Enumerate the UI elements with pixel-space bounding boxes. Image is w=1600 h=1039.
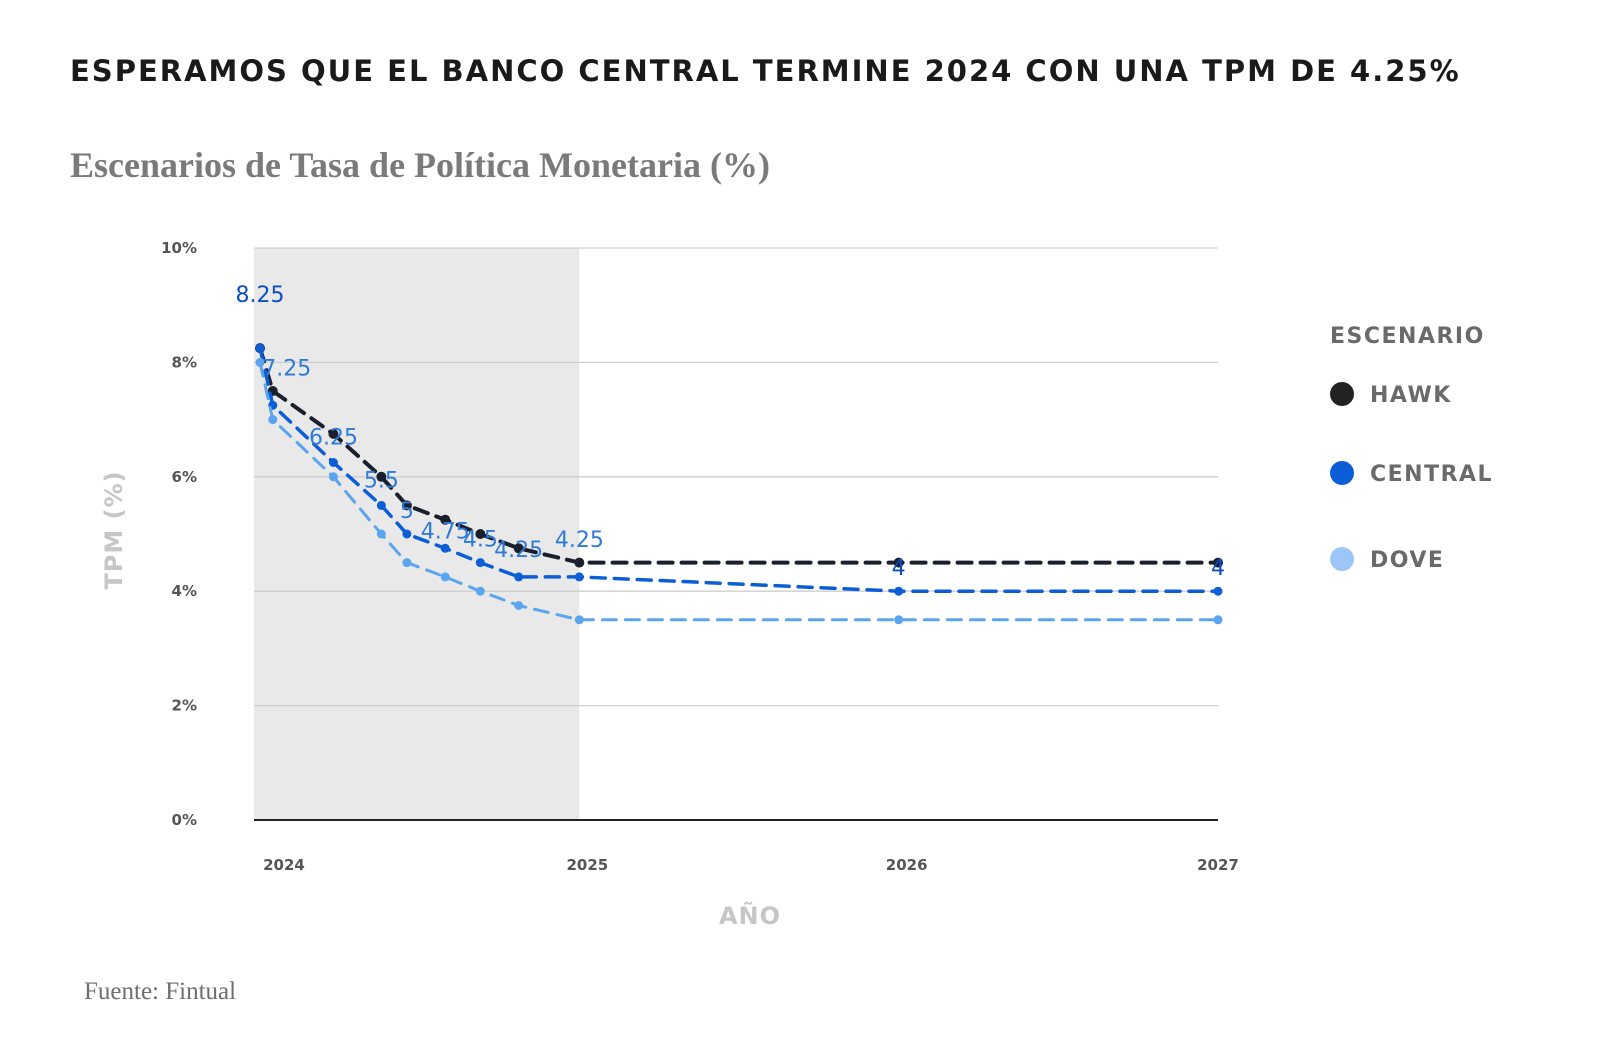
data-label: 4.5 <box>463 528 498 553</box>
legend-label: CENTRAL <box>1370 462 1493 487</box>
data-point-hawk[interactable] <box>376 471 387 482</box>
chart-title: ESPERAMOS QUE EL BANCO CENTRAL TERMINE 2… <box>70 54 1461 88</box>
x-tick-label: 2026 <box>886 856 928 874</box>
legend-label: DOVE <box>1370 548 1444 573</box>
chart-subtitle: Escenarios de Tasa de Política Monetaria… <box>70 145 770 185</box>
data-point-central[interactable] <box>328 458 338 467</box>
data-point-central[interactable] <box>376 500 386 510</box>
x-tick-label: 2024 <box>263 856 305 874</box>
data-point-central[interactable] <box>574 572 584 582</box>
legend-item-central[interactable]: CENTRAL <box>1330 461 1493 487</box>
data-point-dove[interactable] <box>255 357 265 367</box>
data-point-central[interactable] <box>255 343 265 353</box>
x-tick-label: 2027 <box>1197 856 1239 874</box>
series-central <box>255 343 1223 596</box>
data-point-hawk[interactable] <box>513 543 524 554</box>
data-point-hawk[interactable] <box>893 557 904 568</box>
y-tick-label: 2% <box>172 697 197 715</box>
data-point-dove[interactable] <box>475 586 485 596</box>
series-dove <box>255 357 1223 625</box>
data-point-hawk[interactable] <box>440 514 451 525</box>
legend-title: ESCENARIO <box>1330 324 1485 349</box>
data-point-hawk[interactable] <box>574 557 585 568</box>
legend-swatch <box>1330 547 1354 571</box>
y-tick-label: 10% <box>161 239 197 257</box>
data-label: 5.5 <box>364 468 399 493</box>
legend-item-hawk[interactable]: HAWK <box>1330 382 1452 408</box>
data-point-hawk[interactable] <box>401 500 412 511</box>
data-label: 4.75 <box>421 519 470 544</box>
data-point-central[interactable] <box>1213 586 1223 596</box>
data-point-dove[interactable] <box>574 615 584 625</box>
y-axis-title: TPM (%) <box>100 470 128 589</box>
data-point-dove[interactable] <box>440 572 450 582</box>
y-tick-label: 8% <box>172 353 197 371</box>
data-point-dove[interactable] <box>1213 615 1223 625</box>
data-label: 5 <box>400 499 414 524</box>
data-label: 4.25 <box>555 528 604 553</box>
data-point-central[interactable] <box>402 529 412 539</box>
legend-label: HAWK <box>1370 383 1452 408</box>
y-tick-label: 0% <box>172 811 197 829</box>
data-label: 4 <box>892 556 906 581</box>
legend-swatch <box>1330 461 1354 485</box>
data-label: 7.25 <box>262 356 311 381</box>
shaded-region-2024 <box>254 248 580 820</box>
data-point-central[interactable] <box>894 586 904 596</box>
data-point-dove[interactable] <box>894 615 904 625</box>
y-tick-label: 6% <box>172 468 197 486</box>
series-line-dove <box>258 360 1220 622</box>
data-point-dove[interactable] <box>514 601 524 610</box>
data-point-dove[interactable] <box>328 472 338 482</box>
data-point-dove[interactable] <box>268 415 278 425</box>
x-tick-label: 2025 <box>566 856 608 874</box>
data-label: 4.25 <box>494 538 543 563</box>
data-point-hawk[interactable] <box>475 529 486 539</box>
data-point-central[interactable] <box>440 543 450 553</box>
legend-item-dove[interactable]: DOVE <box>1330 547 1444 573</box>
data-label: 8.25 <box>236 283 285 308</box>
data-point-dove[interactable] <box>376 529 386 539</box>
x-axis-title: AÑO <box>719 901 781 930</box>
data-label: 6.25 <box>309 426 358 451</box>
data-point-hawk[interactable] <box>1213 557 1223 568</box>
legend: ESCENARIO HAWK CENTRAL DOVE <box>1330 324 1493 573</box>
data-label: 4 <box>1211 556 1225 581</box>
data-point-central[interactable] <box>514 572 524 582</box>
y-tick-label: 4% <box>172 582 197 600</box>
data-point-central[interactable] <box>475 558 485 568</box>
data-point-dove[interactable] <box>402 558 412 568</box>
data-point-hawk[interactable] <box>328 428 339 439</box>
source-note: Fuente: Fintual <box>84 978 237 1005</box>
legend-swatch <box>1330 382 1354 406</box>
